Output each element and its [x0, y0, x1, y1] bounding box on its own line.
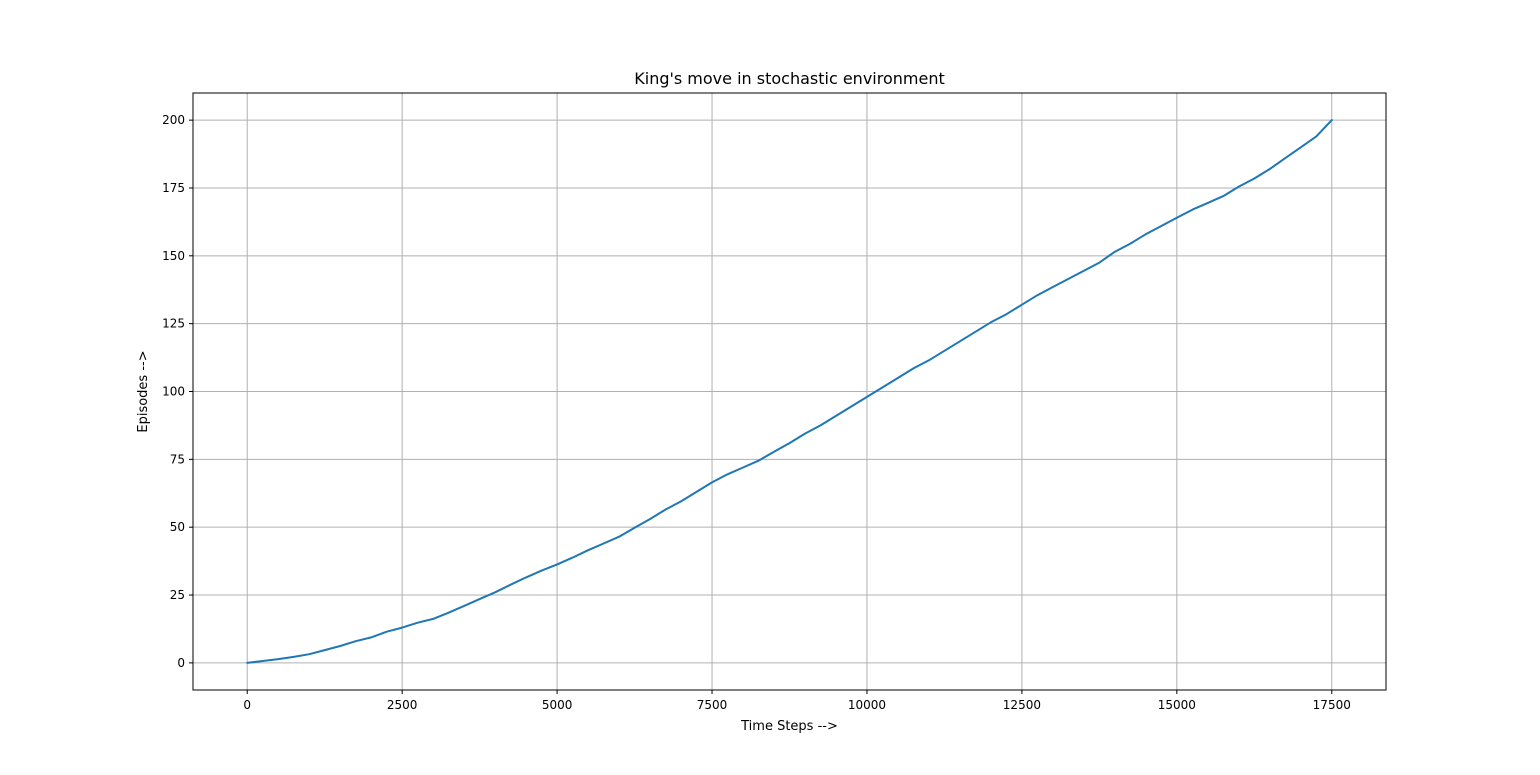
x-tick-label: 15000	[1158, 698, 1196, 712]
y-tick-label: 200	[162, 113, 185, 127]
x-tick-label: 5000	[542, 698, 573, 712]
series-layer	[246, 119, 1333, 664]
x-tick-label: 7500	[697, 698, 728, 712]
x-tick-label: 10000	[848, 698, 886, 712]
x-tick-label: 0	[243, 698, 251, 712]
x-tick-label: 17500	[1313, 698, 1351, 712]
y-tick-label: 175	[162, 181, 185, 195]
chart-title: King's move in stochastic environment	[634, 69, 944, 88]
y-tick-label: 25	[170, 588, 185, 602]
series-line	[246, 119, 1333, 664]
y-tick-label: 100	[162, 385, 185, 399]
y-tick-label: 50	[170, 520, 185, 534]
y-tick-label: 150	[162, 249, 185, 263]
gridlines	[193, 93, 1386, 690]
y-tick-label: 0	[177, 656, 185, 670]
tick-layer: 0 2500 5000 7500 10000 12500 15000 17500 0 25 50 75…	[162, 113, 1351, 712]
x-axis-label: Time Steps -->	[740, 719, 838, 734]
y-axis-label: Episodes -->	[136, 350, 151, 432]
x-tick-label: 2500	[387, 698, 418, 712]
y-tick-label: 75	[170, 452, 185, 466]
y-tick-label: 125	[162, 317, 185, 331]
x-tick-label: 12500	[1003, 698, 1041, 712]
